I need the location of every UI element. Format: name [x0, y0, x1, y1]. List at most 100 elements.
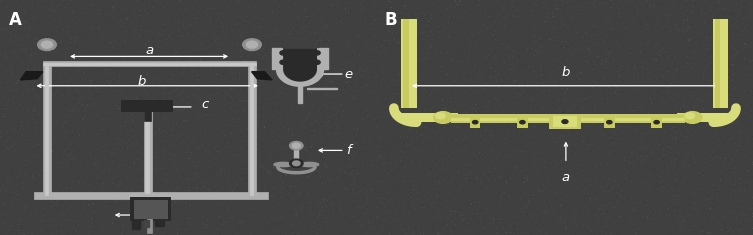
- Point: [429, 91, 441, 95]
- Point: [163, 130, 175, 134]
- Point: [12, 42, 24, 46]
- Point: [712, 224, 724, 228]
- Point: [317, 144, 329, 148]
- Point: [288, 232, 300, 235]
- Point: [247, 82, 259, 86]
- Point: [29, 0, 41, 4]
- Point: [383, 11, 395, 15]
- Point: [645, 152, 657, 156]
- Point: [237, 99, 249, 102]
- Point: [671, 137, 683, 140]
- Point: [51, 67, 63, 71]
- Point: [85, 92, 97, 96]
- Point: [343, 22, 355, 26]
- Point: [709, 12, 721, 16]
- Point: [441, 73, 453, 77]
- Point: [670, 223, 682, 227]
- Point: [679, 94, 691, 98]
- Point: [637, 215, 649, 219]
- Point: [0, 215, 10, 218]
- Point: [566, 53, 578, 57]
- Point: [529, 124, 541, 128]
- Point: [290, 19, 302, 22]
- Point: [298, 226, 310, 230]
- Point: [740, 45, 752, 49]
- Point: [133, 207, 145, 210]
- Point: [62, 155, 75, 158]
- Point: [739, 154, 751, 158]
- Point: [444, 83, 456, 86]
- Point: [445, 86, 457, 90]
- Point: [358, 208, 370, 211]
- Point: [229, 213, 241, 217]
- Point: [3, 133, 15, 137]
- Point: [445, 8, 457, 12]
- Point: [633, 227, 645, 231]
- Point: [562, 118, 574, 122]
- Point: [422, 55, 434, 59]
- Point: [620, 177, 633, 180]
- Point: [431, 209, 443, 213]
- Point: [62, 133, 75, 137]
- Point: [179, 7, 191, 10]
- Point: [239, 161, 251, 165]
- Point: [19, 159, 31, 162]
- Point: [43, 74, 55, 77]
- Point: [61, 93, 73, 97]
- Point: [705, 206, 717, 210]
- Point: [535, 63, 547, 67]
- Point: [622, 197, 634, 201]
- Point: [454, 181, 466, 184]
- Point: [644, 74, 656, 78]
- Point: [101, 149, 113, 153]
- Point: [641, 216, 653, 220]
- Point: [106, 188, 118, 192]
- Point: [512, 110, 524, 114]
- Point: [292, 99, 304, 103]
- Point: [178, 27, 191, 30]
- Point: [739, 42, 751, 45]
- Point: [370, 197, 383, 200]
- Point: [30, 181, 42, 185]
- Point: [343, 114, 355, 118]
- Point: [390, 44, 402, 48]
- Point: [74, 162, 86, 165]
- Point: [354, 61, 366, 65]
- Point: [133, 171, 145, 175]
- Text: e: e: [344, 67, 352, 81]
- Point: [725, 210, 737, 214]
- Point: [108, 62, 120, 65]
- Point: [75, 38, 87, 42]
- Point: [612, 136, 624, 140]
- Point: [193, 79, 205, 82]
- Point: [276, 141, 288, 145]
- Point: [573, 182, 585, 185]
- Point: [609, 91, 621, 94]
- Point: [102, 129, 114, 133]
- Point: [59, 136, 72, 140]
- Point: [453, 151, 465, 155]
- Point: [590, 85, 602, 88]
- Point: [404, 26, 416, 30]
- Point: [602, 162, 614, 165]
- Point: [0, 149, 11, 153]
- Point: [669, 179, 681, 183]
- Point: [700, 72, 712, 75]
- Point: [161, 71, 173, 75]
- Point: [673, 105, 685, 109]
- Point: [213, 214, 225, 218]
- Point: [484, 228, 496, 232]
- Point: [615, 15, 627, 19]
- Point: [636, 43, 648, 47]
- Point: [191, 76, 203, 80]
- Point: [637, 158, 649, 161]
- Point: [40, 153, 52, 157]
- Point: [260, 71, 272, 75]
- Point: [610, 104, 622, 108]
- Point: [361, 231, 373, 234]
- Point: [642, 215, 654, 219]
- Point: [672, 0, 684, 4]
- Point: [651, 150, 663, 154]
- Point: [647, 131, 659, 135]
- Point: [649, 209, 661, 213]
